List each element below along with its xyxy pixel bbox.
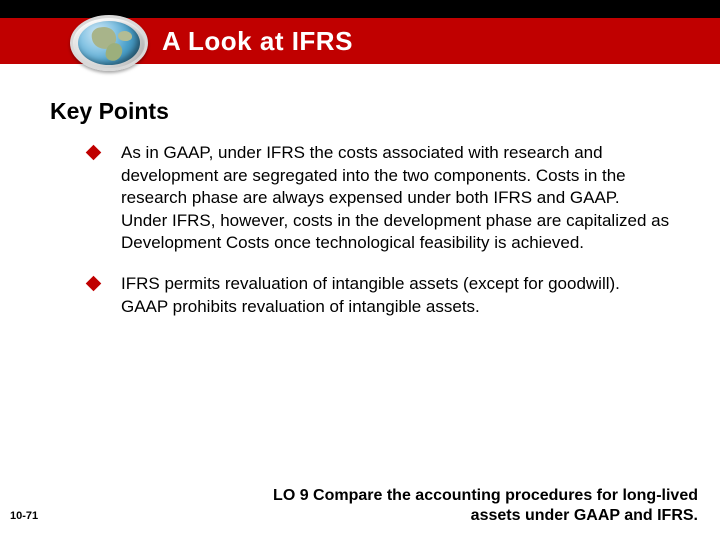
diamond-bullet-icon — [86, 276, 102, 292]
subheading: Key Points — [50, 98, 169, 125]
bullet-text: IFRS permits revaluation of intangible a… — [121, 273, 670, 318]
bullet-list: As in GAAP, under IFRS the costs associa… — [88, 142, 670, 336]
list-item: As in GAAP, under IFRS the costs associa… — [88, 142, 670, 255]
page-number: 10-71 — [10, 510, 38, 522]
globe-land — [118, 31, 132, 41]
diamond-bullet-icon — [86, 145, 102, 161]
globe-icon — [70, 15, 148, 73]
list-item: IFRS permits revaluation of intangible a… — [88, 273, 670, 318]
slide-title: A Look at IFRS — [162, 26, 353, 57]
globe-earth — [78, 21, 140, 65]
bullet-text: As in GAAP, under IFRS the costs associa… — [121, 142, 670, 255]
slide: A Look at IFRS Key Points As in GAAP, un… — [0, 0, 720, 540]
learning-objective: LO 9 Compare the accounting procedures f… — [272, 486, 698, 526]
